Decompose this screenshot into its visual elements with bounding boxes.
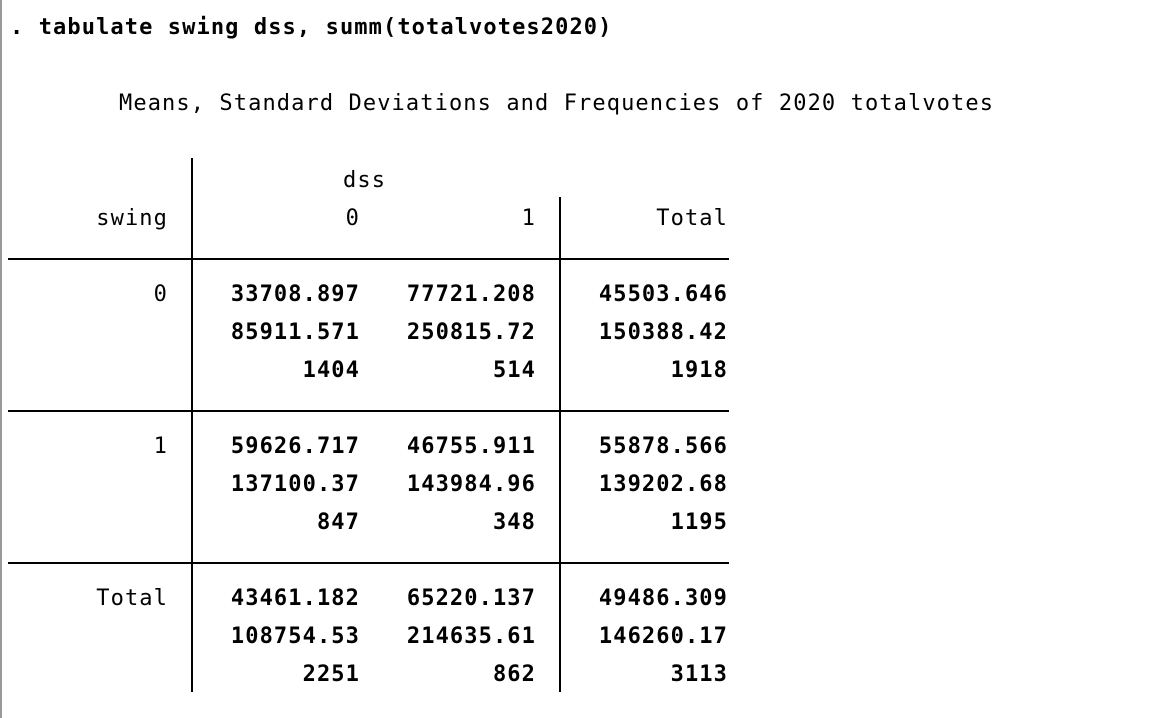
cell-sd: 146260.17 <box>598 624 728 649</box>
cell-mean: 65220.137 <box>406 586 536 611</box>
row-1-rule <box>8 562 729 564</box>
window-left-border <box>0 0 2 718</box>
cell-mean: 49486.309 <box>598 586 728 611</box>
row-label-total: Total <box>96 586 168 611</box>
cell-freq: 1918 <box>670 358 728 383</box>
cell-freq: 862 <box>492 662 536 687</box>
row-variable-label: swing <box>96 206 168 231</box>
total-column-divider <box>559 197 561 692</box>
cell-sd: 214635.61 <box>406 624 536 649</box>
column-variable-label: dss <box>343 168 387 193</box>
row-label-0: 0 <box>153 282 168 307</box>
cell-freq: 1195 <box>670 510 728 535</box>
column-header-1: 1 <box>521 206 536 231</box>
cell-sd: 250815.72 <box>406 320 536 345</box>
row-label-1: 1 <box>153 434 168 459</box>
cell-sd: 137100.37 <box>230 472 360 497</box>
cell-freq: 348 <box>492 510 536 535</box>
cell-sd: 85911.571 <box>230 320 360 345</box>
row-0-rule <box>8 410 729 412</box>
cell-mean: 59626.717 <box>230 434 360 459</box>
cell-sd: 150388.42 <box>598 320 728 345</box>
cell-freq: 2251 <box>302 662 360 687</box>
column-header-total: Total <box>656 206 728 231</box>
cell-mean: 45503.646 <box>598 282 728 307</box>
cell-mean: 77721.208 <box>406 282 536 307</box>
row-label-divider <box>191 158 193 692</box>
cell-mean: 33708.897 <box>230 282 360 307</box>
column-header-0: 0 <box>345 206 360 231</box>
header-rule <box>8 258 729 260</box>
cell-freq: 847 <box>316 510 360 535</box>
cell-sd: 139202.68 <box>598 472 728 497</box>
cell-mean: 55878.566 <box>598 434 728 459</box>
cell-mean: 43461.182 <box>230 586 360 611</box>
cell-freq: 514 <box>492 358 536 383</box>
cell-freq: 3113 <box>670 662 728 687</box>
cell-sd: 143984.96 <box>406 472 536 497</box>
table-title: Means, Standard Deviations and Frequenci… <box>119 91 995 116</box>
command-line: . tabulate swing dss, summ(totalvotes202… <box>10 15 613 40</box>
cell-mean: 46755.911 <box>406 434 536 459</box>
cell-freq: 1404 <box>302 358 360 383</box>
cell-sd: 108754.53 <box>230 624 360 649</box>
